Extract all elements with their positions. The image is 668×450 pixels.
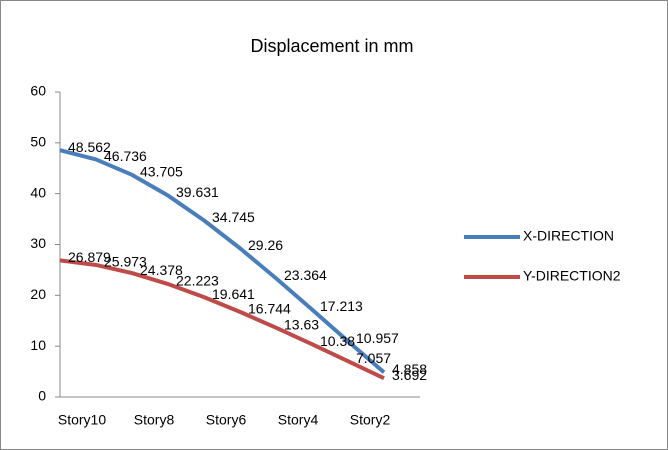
- y-tick-label: 50: [30, 134, 46, 150]
- data-label: 7.057: [356, 350, 391, 366]
- data-label: 3.692: [392, 367, 427, 383]
- data-label: 26.879: [68, 249, 111, 265]
- data-label: 29.26: [248, 237, 283, 253]
- y-tick-label: 0: [38, 388, 46, 404]
- x-tick-label: Story10: [58, 412, 106, 428]
- x-tick-label: Story4: [278, 412, 319, 428]
- data-label: 17.213: [320, 298, 363, 314]
- data-label: 34.745: [212, 209, 255, 225]
- x-tick-label: Story2: [350, 412, 391, 428]
- data-label: 22.223: [176, 273, 219, 289]
- x-tick-label: Story6: [206, 412, 247, 428]
- data-label: 46.736: [104, 148, 147, 164]
- data-label: 43.705: [140, 164, 183, 180]
- y-tick-label: 10: [30, 337, 46, 353]
- data-label: 16.744: [248, 301, 291, 317]
- y-tick-label: 40: [30, 184, 46, 200]
- data-label: 13.63: [284, 316, 319, 332]
- series-line: [59, 148, 386, 374]
- data-label: 39.631: [176, 184, 219, 200]
- data-label: 48.562: [68, 139, 111, 155]
- data-label: 23.364: [284, 267, 327, 283]
- data-label: 4.858: [392, 361, 427, 377]
- y-tick-label: 20: [30, 286, 46, 302]
- data-label: 24.378: [140, 262, 183, 278]
- data-label: 25.973: [104, 254, 147, 270]
- y-tick-label: 30: [30, 235, 46, 251]
- data-label: 10.957: [356, 330, 399, 346]
- y-tick-label: 60: [30, 83, 46, 99]
- series-line: [59, 258, 385, 381]
- legend-label: X-DIRECTION: [523, 228, 614, 244]
- legend-label: Y-DIRECTION2: [523, 268, 621, 284]
- data-label: 19.641: [212, 286, 255, 302]
- x-tick-label: Story8: [134, 412, 175, 428]
- chart-title: Displacement in mm: [250, 36, 413, 56]
- data-label: 10.38: [320, 333, 355, 349]
